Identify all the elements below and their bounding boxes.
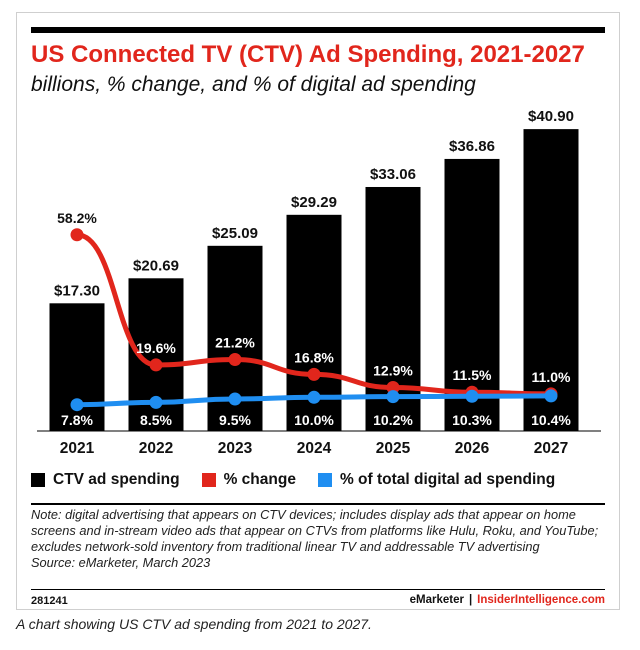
bar-label-2021: $17.30: [54, 282, 100, 299]
source-text: Source: eMarketer, March 2023: [31, 555, 211, 570]
footer-divider: [31, 589, 605, 590]
chart-id: 281241: [31, 595, 68, 607]
change-point-2024: [307, 367, 321, 381]
change-point-2022: [149, 358, 163, 372]
note-text: Note: digital advertising that appears o…: [31, 507, 599, 554]
x-tick-2024: 2024: [297, 440, 332, 457]
share-label-2027: 10.4%: [531, 412, 571, 428]
change-label-2026: 11.5%: [453, 367, 492, 383]
bar-label-2026: $36.86: [449, 138, 495, 155]
change-point-2025: [386, 381, 400, 395]
share-point-2023: [228, 392, 242, 406]
chart-card: US Connected TV (CTV) Ad Spending, 2021-…: [16, 12, 620, 610]
x-tick-2021: 2021: [60, 440, 95, 457]
change-point-2023: [228, 353, 242, 367]
legend-item-change: % change: [201, 471, 296, 489]
bar-label-2025: $33.06: [370, 166, 416, 183]
change-label-2024: 16.8%: [294, 349, 334, 365]
x-tick-2026: 2026: [455, 440, 490, 457]
legend-swatch-share: [317, 473, 332, 487]
change-label-2022: 19.6%: [136, 340, 176, 356]
change-label-2025: 12.9%: [373, 363, 413, 379]
bar-label-2023: $25.09: [212, 225, 258, 242]
brand-insider-link[interactable]: InsiderIntelligence.com: [477, 594, 605, 606]
bar-label-2024: $29.29: [291, 194, 337, 211]
legend-label-ctv: CTV ad spending: [53, 471, 180, 488]
footnote: Note: digital advertising that appears o…: [31, 507, 607, 571]
legend-item-share: % of total digital ad spending: [317, 471, 556, 489]
x-tick-2025: 2025: [376, 440, 411, 457]
share-label-2022: 8.5%: [140, 412, 172, 428]
change-label-2023: 21.2%: [215, 335, 255, 351]
share-point-2026: [465, 389, 479, 403]
share-point-2024: [307, 390, 321, 404]
top-rule: [31, 27, 605, 33]
share-point-2022: [149, 395, 163, 409]
share-label-2026: 10.3%: [452, 412, 492, 428]
legend-swatch-change: [201, 473, 216, 487]
share-label-2024: 10.0%: [294, 412, 334, 428]
legend-label-share: % of total digital ad spending: [339, 471, 556, 488]
share-label-2025: 10.2%: [373, 412, 413, 428]
legend: CTV ad spending % change % of total digi…: [31, 471, 577, 489]
change-point-2021: [70, 228, 84, 242]
change-label-2021: 58.2%: [57, 210, 97, 226]
image-caption: A chart showing US CTV ad spending from …: [16, 616, 372, 632]
brand-credit: eMarketer | InsiderIntelligence.com: [410, 594, 605, 606]
chart-subtitle: billions, % change, and % of digital ad …: [31, 73, 476, 96]
legend-item-ctv: CTV ad spending: [31, 471, 180, 489]
bar-2026: [444, 158, 500, 431]
bar-label-2027: $40.90: [528, 108, 574, 125]
share-point-2021: [70, 398, 84, 412]
legend-swatch-ctv: [31, 473, 45, 487]
chart-title: US Connected TV (CTV) Ad Spending, 2021-…: [31, 41, 585, 68]
brand-separator: |: [468, 594, 473, 606]
x-tick-2023: 2023: [218, 440, 253, 457]
x-tick-2022: 2022: [139, 440, 173, 457]
change-line: [74, 232, 554, 397]
share-label-2023: 9.5%: [219, 412, 251, 428]
share-point-2027: [544, 389, 558, 403]
x-tick-2027: 2027: [534, 440, 568, 457]
change-label-2027: 11.0%: [532, 369, 571, 385]
share-label-2021: 7.8%: [61, 412, 93, 428]
bar-2027: [523, 129, 579, 431]
note-divider: [31, 503, 605, 505]
legend-label-change: % change: [223, 471, 296, 488]
chart-plot: $17.30 $20.69 $25.09 $29.29 $33.06 $36.86 $40.…: [37, 108, 601, 457]
bar-label-2022: $20.69: [133, 257, 179, 274]
brand-emarketer: eMarketer: [409, 594, 464, 606]
share-point-2025: [386, 390, 400, 404]
